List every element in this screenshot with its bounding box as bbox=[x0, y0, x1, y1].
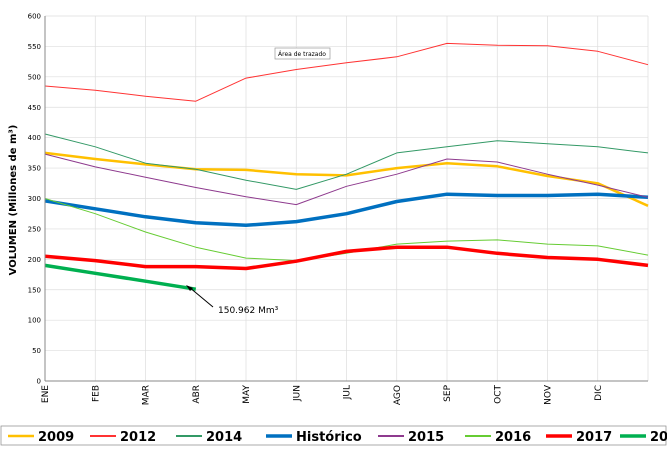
y-tick-label: 300 bbox=[28, 195, 41, 203]
y-tick-label: 0 bbox=[37, 378, 41, 386]
x-tick-label: JUL bbox=[343, 385, 353, 400]
y-tick-label: 600 bbox=[28, 13, 41, 21]
x-tick-label: ABR bbox=[192, 385, 202, 404]
legend-box bbox=[0, 425, 667, 446]
x-tick-label: SEP bbox=[443, 384, 453, 401]
lines bbox=[44, 42, 649, 291]
annotation-arrow bbox=[188, 286, 214, 308]
legend-label: 2009 bbox=[38, 430, 74, 445]
y-tick-label: 100 bbox=[28, 317, 41, 325]
y-tick-label: 150 bbox=[28, 286, 41, 294]
legend-label: 2012 bbox=[120, 430, 156, 445]
grid: 0 50 100 150 200 250 300 350 400 450 500 550 600 ENE F… bbox=[28, 13, 649, 405]
legend-label: Histórico bbox=[296, 430, 362, 445]
series-line bbox=[44, 133, 649, 190]
annotation: 150.962 Mm³ bbox=[218, 306, 279, 316]
series-line bbox=[44, 153, 649, 206]
y-tick-label: 50 bbox=[32, 347, 41, 355]
legend-label: 2018 bbox=[650, 430, 667, 445]
legend: 2009 2012 2014 Histórico 2015 2016 2017 2018 bbox=[8, 430, 667, 445]
tooltip bbox=[274, 47, 331, 60]
x-tick-label: JUN bbox=[292, 385, 302, 402]
x-tick-label: MAY bbox=[242, 385, 252, 404]
arrow-head bbox=[186, 285, 193, 291]
x-tick-label: DIC bbox=[594, 385, 604, 401]
y-tick-label: 350 bbox=[28, 165, 41, 173]
series-line bbox=[44, 198, 649, 262]
series-line bbox=[44, 151, 649, 207]
y-tick-label: 400 bbox=[28, 134, 41, 142]
y-tick-label: 250 bbox=[28, 225, 41, 233]
legend-label: 2016 bbox=[495, 430, 531, 445]
x-tick-label: FEB bbox=[91, 385, 101, 402]
series-line bbox=[44, 263, 197, 291]
x-tick-label: MAR bbox=[142, 385, 152, 405]
y-tick-label: 500 bbox=[28, 73, 41, 81]
series-line bbox=[44, 42, 649, 102]
y-tick-label: 200 bbox=[28, 256, 41, 264]
x-tick-label: AGO bbox=[393, 385, 403, 405]
y-tick-label: 550 bbox=[28, 43, 41, 51]
legend-label: 2017 bbox=[576, 430, 612, 445]
series-line bbox=[44, 245, 649, 271]
legend-label: 2015 bbox=[408, 430, 444, 445]
x-tick-label: NOV bbox=[544, 384, 554, 405]
tooltip-text: Área de trazado bbox=[278, 51, 326, 58]
x-tick-label: ENE bbox=[41, 385, 51, 403]
x-tick-label: OCT bbox=[493, 385, 503, 404]
series-line bbox=[44, 192, 649, 228]
y-axis-title: VOLUMEN (Millones de m³) bbox=[8, 125, 19, 276]
y-tick-label: 450 bbox=[28, 104, 41, 112]
legend-label: 2014 bbox=[206, 430, 242, 445]
